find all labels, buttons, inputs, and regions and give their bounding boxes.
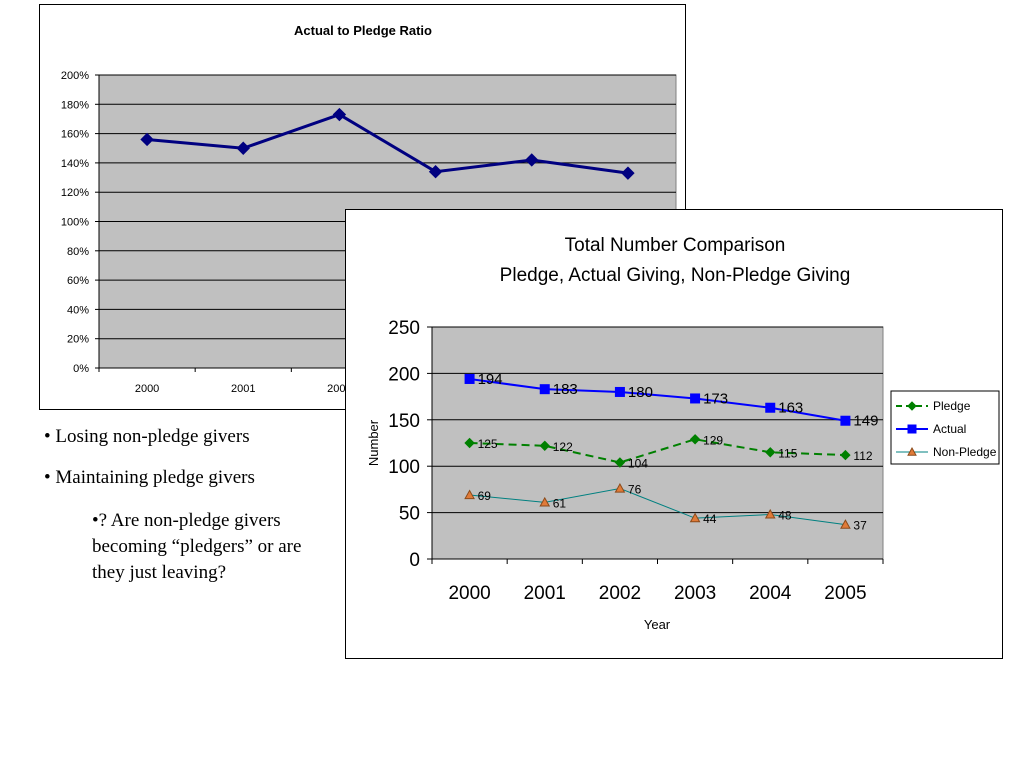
x-tick-label: 2004 <box>749 583 792 604</box>
data-label-actual: 180 <box>628 384 653 401</box>
point-actual <box>840 415 851 426</box>
data-label-pledge: 112 <box>853 449 872 463</box>
data-label-actual: 194 <box>478 371 503 388</box>
data-label-actual: 173 <box>703 390 728 407</box>
y-tick-label: 40% <box>67 304 89 316</box>
point-actual <box>765 402 776 413</box>
point-pledge <box>614 457 626 468</box>
plot-area <box>431 326 884 560</box>
y-axis-title: Number <box>366 419 381 466</box>
y-tick-label: 60% <box>67 275 89 287</box>
point-pledge <box>840 449 851 461</box>
data-label-actual: 149 <box>853 413 878 430</box>
x-tick-label: 2003 <box>674 583 716 604</box>
data-label-non-pledge: 76 <box>628 482 642 496</box>
data-label-non-pledge: 44 <box>703 512 717 526</box>
x-tick-label: 2002 <box>599 583 641 604</box>
ratio-point <box>621 166 635 180</box>
data-label-pledge: 122 <box>553 440 573 454</box>
legend-label-non-pledge: Non-Pledge <box>933 445 997 459</box>
y-tick-label: 160% <box>61 129 89 141</box>
bullet-question: •? Are non-pledge givers becoming “pledg… <box>92 510 302 583</box>
point-non-pledge <box>614 482 626 493</box>
ratio-point <box>332 107 347 122</box>
point-non-pledge <box>464 489 475 500</box>
y-tick-label: 0 <box>409 550 420 571</box>
y-tick-label: 140% <box>61 158 89 170</box>
legend-label-actual: Actual <box>933 422 966 436</box>
point-actual <box>539 384 550 395</box>
data-label-non-pledge: 37 <box>853 519 867 533</box>
point-pledge <box>464 437 475 449</box>
legend-marker-actual <box>907 424 917 434</box>
x-tick-label: 2005 <box>824 583 866 604</box>
point-non-pledge <box>764 508 776 519</box>
y-tick-label: 250 <box>388 318 420 339</box>
chart-subtitle: Pledge, Actual Giving, Non-Pledge Giving <box>500 265 851 286</box>
series-line-non-pledge <box>469 487 846 526</box>
comparison-chart-svg: Total Number Comparison Pledge, Actual Gi… <box>366 235 1000 632</box>
x-tick-label: 2000 <box>135 383 159 395</box>
bullet-maintaining-pledge: • Maintaining pledge givers <box>44 467 255 488</box>
data-label-actual: 163 <box>778 400 803 417</box>
y-tick-label: 200 <box>388 364 420 385</box>
data-label-non-pledge: 61 <box>553 496 567 510</box>
chart-title: Total Number Comparison <box>565 235 786 256</box>
y-tick-label: 120% <box>61 187 89 199</box>
data-label-pledge: 129 <box>703 433 723 447</box>
y-tick-label: 100 <box>388 457 420 478</box>
series-line-actual <box>469 377 846 422</box>
point-non-pledge <box>689 512 701 523</box>
legend-marker-non-pledge <box>907 446 917 456</box>
y-tick-label: 80% <box>67 246 89 258</box>
ratio-series-line <box>146 112 629 175</box>
ratio-point <box>428 164 443 179</box>
ratio-point <box>525 153 539 167</box>
point-actual <box>690 393 701 404</box>
x-tick-label: 2000 <box>448 583 490 604</box>
point-pledge <box>689 434 701 445</box>
y-tick-label: 20% <box>67 334 89 346</box>
chart-title: Actual to Pledge Ratio <box>294 23 432 38</box>
comparison-chart: Total Number Comparison Pledge, Actual Gi… <box>345 209 1003 659</box>
legend-marker-pledge <box>907 401 917 411</box>
bullet-losing-non-pledge: • Losing non-pledge givers <box>44 426 250 447</box>
point-actual <box>614 386 625 397</box>
ratio-point <box>236 141 250 155</box>
y-tick-label: 0% <box>73 363 89 375</box>
y-tick-label: 50 <box>399 504 420 525</box>
data-label-pledge: 125 <box>478 437 498 451</box>
data-label-non-pledge: 69 <box>478 489 492 503</box>
point-actual <box>464 373 475 384</box>
point-pledge <box>765 447 776 458</box>
y-tick-label: 180% <box>61 99 89 111</box>
y-tick-label: 200% <box>61 70 89 82</box>
data-label-non-pledge: 48 <box>778 508 792 522</box>
data-label-pledge: 115 <box>778 446 797 460</box>
series-line-pledge <box>469 438 846 464</box>
data-label-actual: 183 <box>553 381 578 398</box>
data-label-pledge: 104 <box>628 456 648 470</box>
point-non-pledge <box>539 496 551 507</box>
point-non-pledge <box>840 519 851 529</box>
legend-label-pledge: Pledge <box>933 399 971 413</box>
x-tick-label: 2001 <box>231 383 255 395</box>
y-tick-label: 100% <box>61 217 89 229</box>
x-axis-title: Year <box>644 617 671 632</box>
ratio-point <box>140 132 154 147</box>
y-tick-label: 150 <box>388 411 420 432</box>
point-pledge <box>539 440 550 451</box>
x-tick-label: 2001 <box>524 583 566 604</box>
